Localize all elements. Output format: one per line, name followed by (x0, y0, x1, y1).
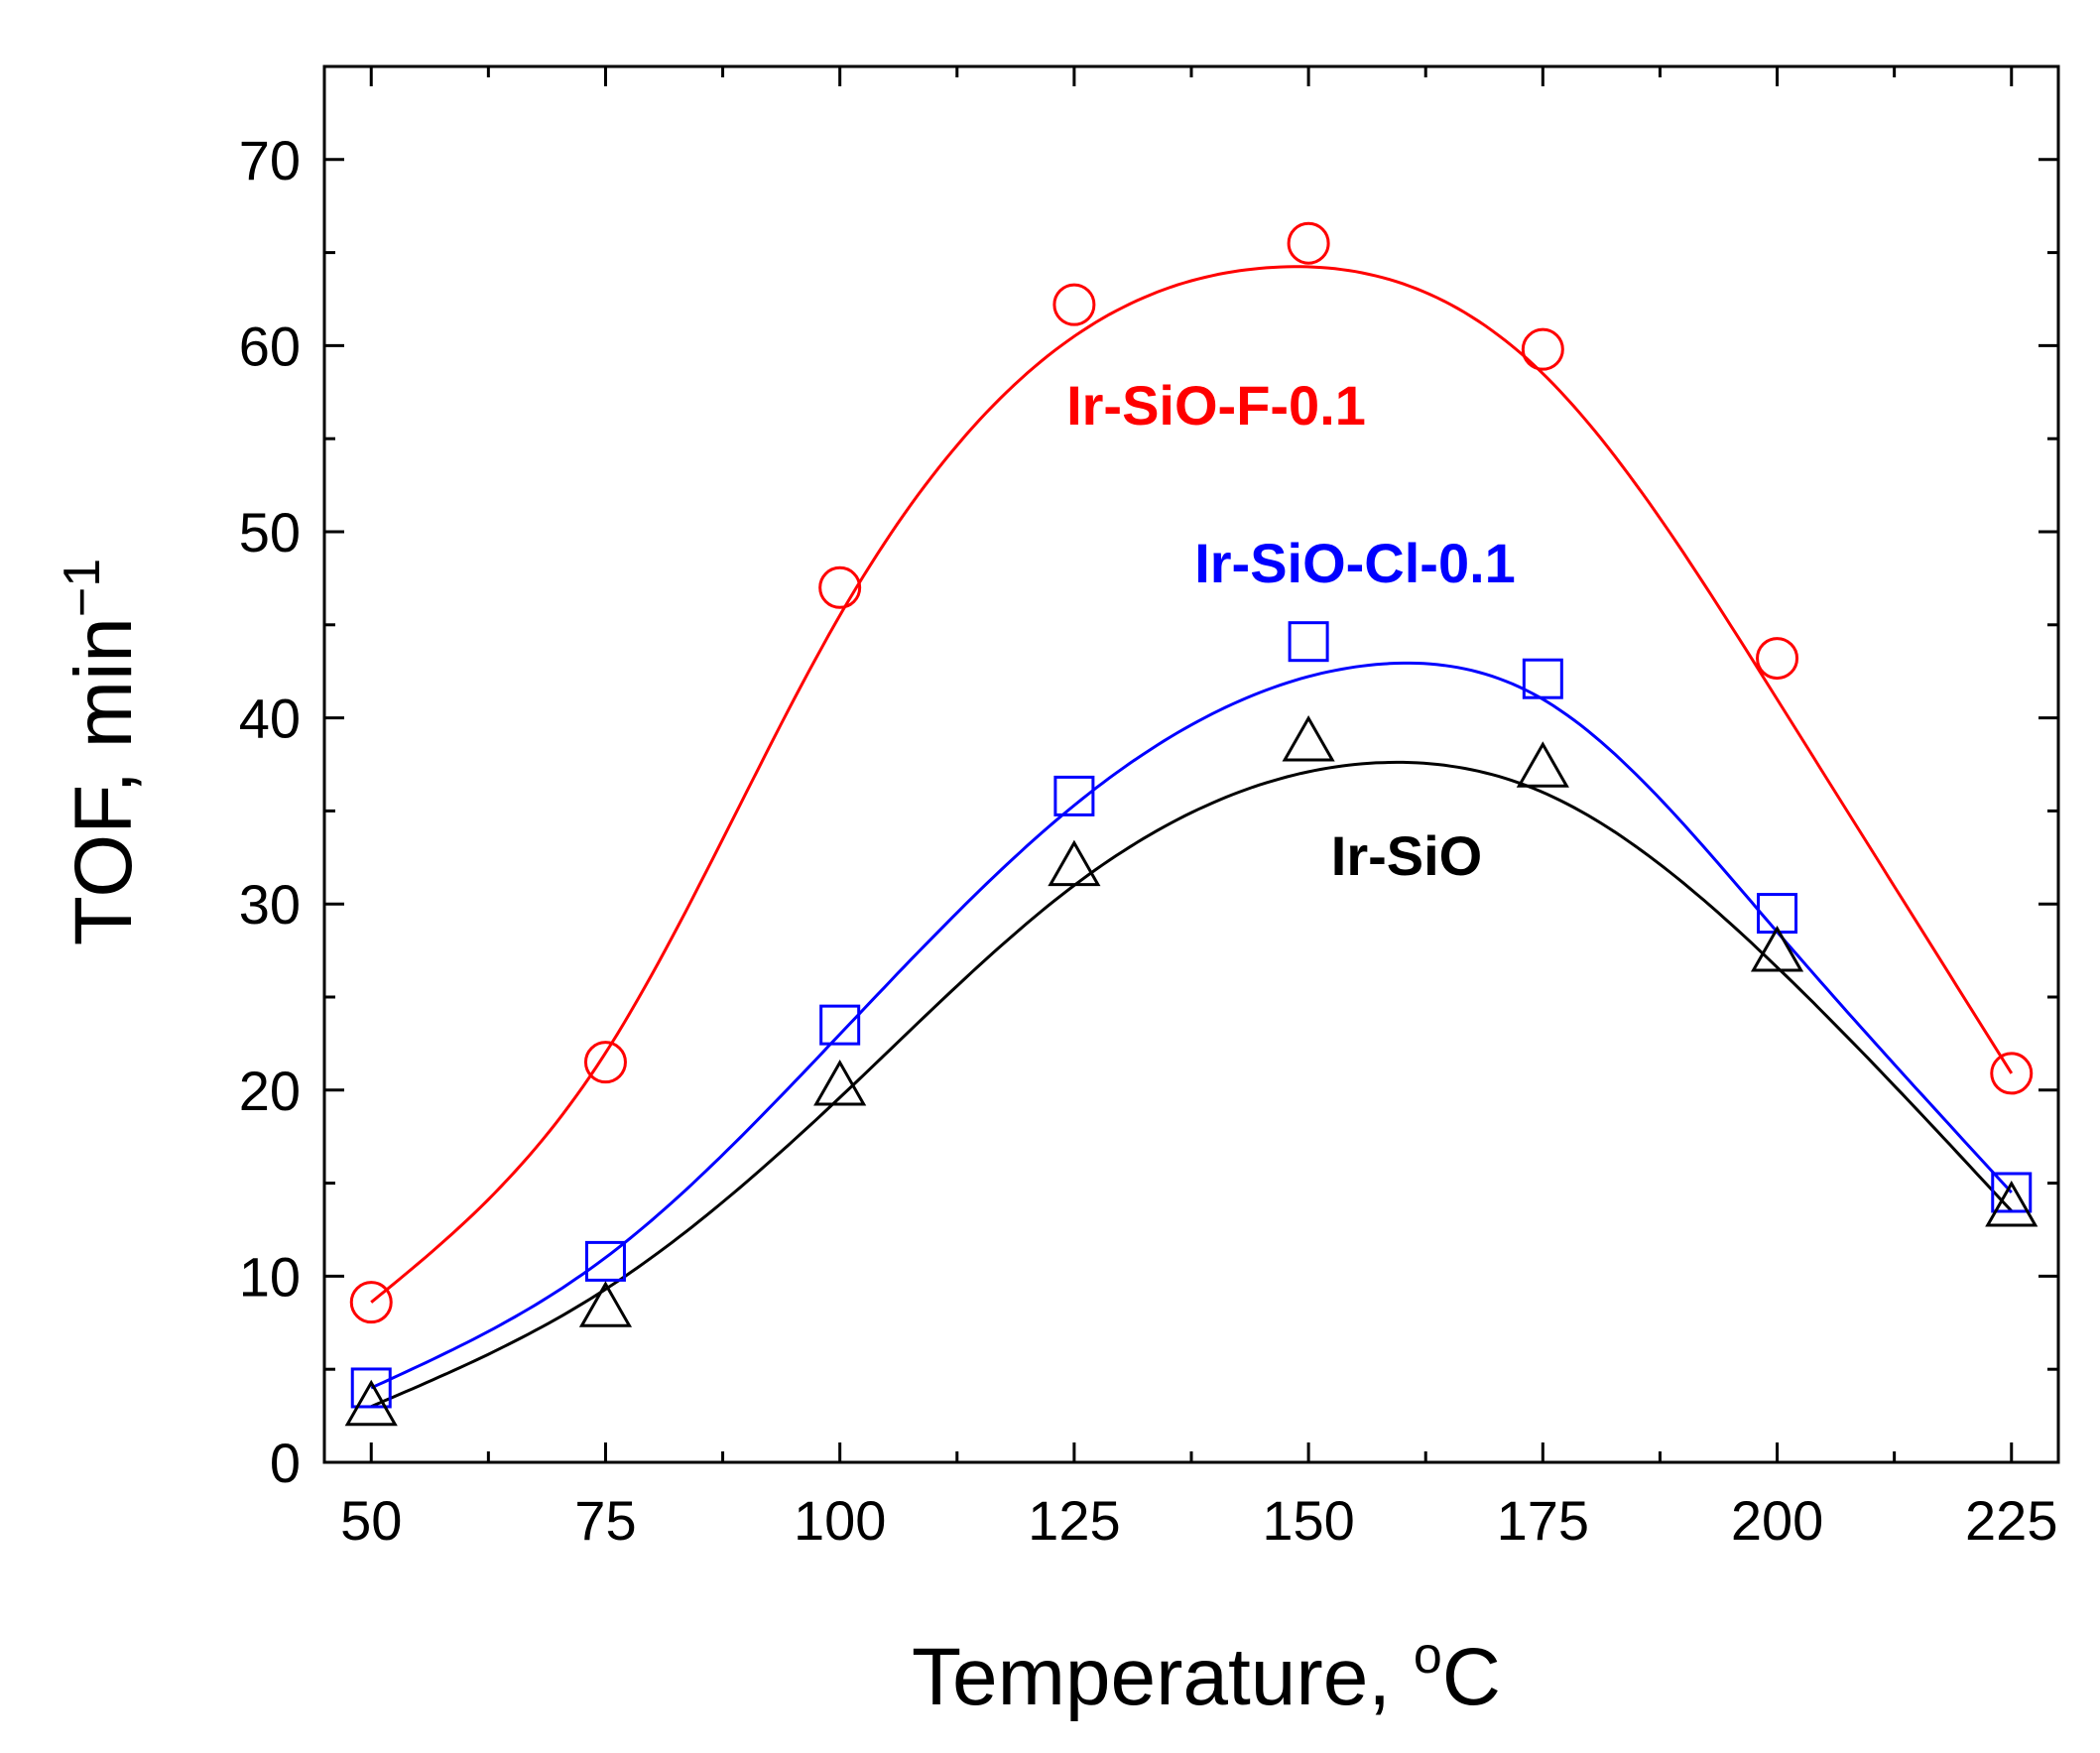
marker-square (1288, 621, 1329, 663)
x-tick-label: 75 (574, 1489, 636, 1552)
series-label-ir-sio: Ir-SiO (1331, 824, 1482, 887)
y-axis-title: TOF, min−1 (54, 559, 149, 945)
marker-circle (818, 565, 862, 609)
series-label-ir-sio-f: Ir-SiO-F-0.1 (1066, 374, 1366, 437)
axis-ticks: 50 75 100 125 150 175 200 225 0 10 20 30 40 50 60 70 (239, 66, 2058, 1552)
marker-circle (583, 1041, 627, 1084)
marker-square (1522, 658, 1563, 699)
marker-circle (1287, 221, 1330, 265)
marker-square (1991, 1172, 2033, 1213)
x-tick-label: 150 (1262, 1489, 1354, 1552)
x-tick-label: 100 (794, 1489, 886, 1552)
data-markers (344, 221, 2038, 1427)
marker-triangle (1048, 839, 1101, 887)
x-tick-label: 200 (1731, 1489, 1823, 1552)
marker-circle (1756, 637, 1799, 681)
y-tick-label: 60 (239, 314, 301, 377)
marker-square (1757, 893, 1798, 935)
y-tick-label: 40 (239, 688, 301, 750)
marker-square (584, 1240, 626, 1282)
marker-circle (1521, 327, 1564, 371)
fit-line-1 (370, 661, 2013, 1390)
marker-triangle (1516, 741, 1569, 788)
series-label-ir-sio-cl: Ir-SiO-Cl-0.1 (1194, 532, 1516, 594)
y-tick-label: 20 (239, 1060, 301, 1122)
marker-square (350, 1367, 392, 1409)
x-tick-label: 175 (1497, 1489, 1589, 1552)
y-tick-label: 0 (270, 1432, 301, 1494)
marker-triangle (1985, 1180, 2038, 1227)
fit-line-2 (370, 760, 2013, 1409)
x-tick-label: 225 (1965, 1489, 2057, 1552)
marker-square (1053, 775, 1095, 816)
marker-triangle (813, 1060, 867, 1106)
marker-triangle (344, 1379, 398, 1427)
x-axis-title: Temperature, oC (912, 1627, 1501, 1722)
y-tick-label: 50 (239, 501, 301, 563)
marker-circle (1990, 1052, 2034, 1095)
marker-triangle (1282, 714, 1335, 762)
fit-curves (370, 265, 2014, 1409)
x-tick-label: 125 (1028, 1489, 1120, 1552)
marker-circle (349, 1281, 393, 1324)
marker-triangle (578, 1281, 633, 1327)
marker-triangle (1750, 925, 1804, 972)
y-tick-label: 10 (239, 1245, 301, 1308)
x-tick-label: 50 (340, 1489, 402, 1552)
y-tick-label: 70 (239, 129, 301, 191)
fit-line-0 (370, 265, 2014, 1304)
marker-circle (1052, 283, 1096, 326)
y-tick-label: 30 (239, 873, 301, 936)
marker-square (819, 1004, 861, 1046)
